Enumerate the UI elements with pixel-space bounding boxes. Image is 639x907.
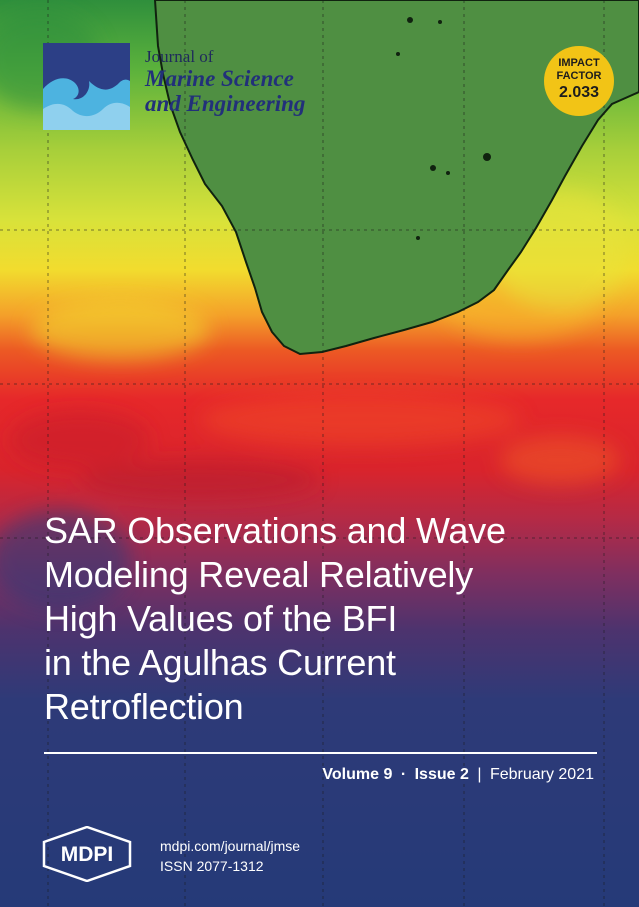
- separator-dot: ·: [400, 766, 407, 783]
- impact-factor-label-2: FACTOR: [556, 70, 602, 82]
- issn-number: ISSN 2077-1312: [160, 858, 264, 874]
- article-title: SAR Observations and Wave Modeling Revea…: [44, 509, 604, 729]
- issue-date: February 2021: [489, 766, 594, 783]
- wave-icon: [43, 78, 130, 130]
- mdpi-logo-text: MDPI: [61, 843, 114, 866]
- article-title-line: High Values of the BFI: [44, 598, 398, 639]
- volume-label: Volume 9: [322, 766, 393, 783]
- article-title-line: Retroflection: [44, 686, 244, 727]
- issue-info: Volume 9 · Issue 2 | February 2021: [322, 766, 594, 784]
- article-title-line: SAR Observations and Wave: [44, 510, 506, 551]
- impact-factor-badge: IMPACT FACTOR 2.033: [544, 46, 614, 116]
- issue-label: Issue 2: [414, 766, 469, 783]
- article-title-line: in the Agulhas Current: [44, 642, 396, 683]
- divider: [44, 752, 597, 754]
- mdpi-logo: MDPI: [42, 826, 132, 882]
- separator-bar: |: [477, 766, 482, 783]
- publisher-info: mdpi.com/journal/jmse ISSN 2077-1312: [160, 836, 300, 876]
- article-title-line: Modeling Reveal Relatively: [44, 554, 474, 595]
- impact-factor-label-1: IMPACT: [558, 57, 600, 69]
- impact-factor-value: 2.033: [558, 84, 600, 101]
- journal-title-line2: Marine Science: [145, 66, 294, 91]
- africa-landmass: [153, 0, 639, 356]
- journal-title: Journal of Marine Science and Engineerin…: [145, 47, 405, 116]
- journal-url[interactable]: mdpi.com/journal/jmse: [160, 838, 301, 854]
- inland-lakes: [396, 17, 491, 240]
- journal-title-prefix: Journal of: [145, 47, 214, 66]
- journal-logo: [43, 43, 130, 130]
- journal-title-line3: and Engineering: [145, 91, 306, 116]
- hexagon-icon: [42, 826, 132, 882]
